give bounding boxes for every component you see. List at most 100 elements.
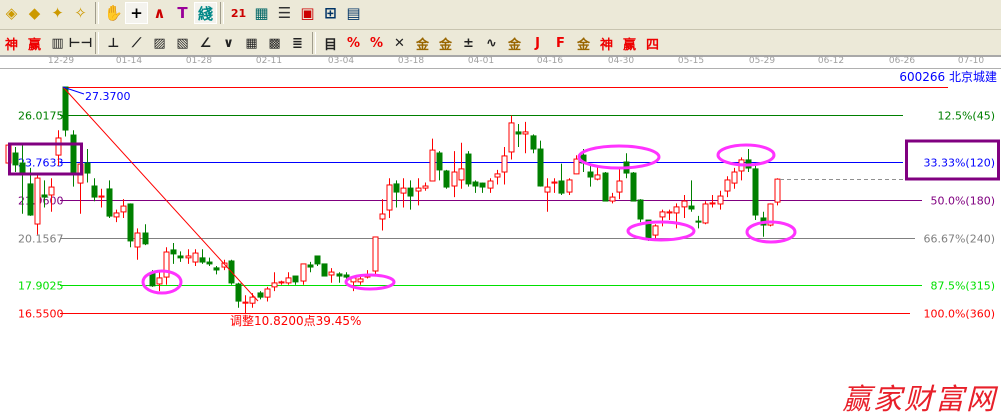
- calendar-icon-button[interactable]: 21: [230, 6, 247, 20]
- draw-tool-10-button[interactable]: ▦: [245, 35, 258, 51]
- highlight-ellipse: [344, 273, 396, 291]
- candle-body: [213, 267, 220, 271]
- candle-body: [659, 211, 666, 218]
- candle: [738, 157, 745, 181]
- date-tick: 12-29: [47, 56, 75, 66]
- draw-tool-24-button[interactable]: 金: [576, 37, 590, 53]
- candle-body: [422, 185, 429, 189]
- candle: [372, 236, 379, 275]
- draw-tool-4-button[interactable]: ⊥: [107, 35, 120, 51]
- candle: [199, 249, 206, 264]
- draw-tool-0-button[interactable]: 神: [4, 37, 18, 53]
- draw-tool-6-button[interactable]: ▨: [153, 35, 166, 51]
- draw-tool-22-button[interactable]: J: [535, 35, 540, 51]
- candle: [213, 266, 220, 275]
- candle: [451, 151, 458, 198]
- candle-body: [156, 277, 163, 285]
- hand-icon-button[interactable]: ✋: [104, 4, 123, 22]
- draw-tool-1-button[interactable]: 赢: [27, 37, 41, 53]
- tp-icon-button[interactable]: T: [177, 4, 188, 22]
- draw-tool-18-button[interactable]: 金: [438, 37, 452, 53]
- candle-body: [163, 251, 170, 278]
- line-draw-icon-button[interactable]: ∧: [153, 4, 166, 22]
- date-tick: 06-26: [888, 56, 916, 66]
- candle-body: [357, 278, 364, 283]
- candle-body: [343, 274, 350, 278]
- draw-tool-15-button[interactable]: %: [369, 35, 384, 51]
- diamond-cross-icon-button[interactable]: ✦: [51, 4, 64, 22]
- draw-tool-9-button[interactable]: ∨: [223, 35, 234, 51]
- draw-tool-17-button[interactable]: 金: [415, 37, 429, 53]
- candle: [623, 153, 630, 179]
- fib-price-label: 21.9600: [18, 195, 64, 208]
- candle-body: [127, 203, 134, 242]
- draw-tool-23-button[interactable]: F: [556, 35, 565, 51]
- computer-icon-button[interactable]: ▤: [346, 4, 361, 22]
- draw-tool-27-button[interactable]: 四: [645, 37, 659, 53]
- candle: [407, 180, 414, 210]
- candle-body: [5, 144, 12, 164]
- candle: [156, 270, 163, 292]
- date-tick: 03-04: [327, 56, 355, 66]
- draw-tool-3-button[interactable]: ⊢⊣: [68, 35, 93, 51]
- notes-icon-button[interactable]: ☰: [277, 4, 292, 22]
- candle-body: [637, 199, 644, 220]
- diamond-expand-icon-button[interactable]: ✧: [74, 4, 87, 22]
- draw-tool-26-button[interactable]: 赢: [622, 37, 636, 53]
- candle-body: [185, 255, 192, 259]
- candle-body: [264, 288, 271, 298]
- highlight-box: [905, 139, 1000, 181]
- candle-body: [695, 220, 702, 223]
- fib-price-label: 20.1567: [18, 233, 64, 246]
- highlight-ellipse: [577, 144, 661, 170]
- candle-body: [630, 172, 637, 202]
- candle: [717, 190, 724, 210]
- candle: [508, 115, 515, 160]
- candle: [666, 209, 673, 221]
- network-icon-button[interactable]: ⊞: [324, 4, 337, 22]
- crosshair-icon-button[interactable]: +: [125, 2, 148, 24]
- candle-body: [386, 184, 393, 211]
- toolbar-drawing: 神赢 ▥ ⊢⊣ ⊥ ⟋ ▨ ▧ ∠ ∨ ▦ ▩ ≣ 目%% ✕ 金金 ± ∿ 金 J F 金神赢四: [0, 30, 1001, 57]
- candle: [343, 272, 350, 281]
- candle: [731, 167, 738, 189]
- pattern-icon-button[interactable]: 綫: [194, 2, 217, 24]
- candle: [544, 178, 551, 212]
- candle-body: [407, 187, 414, 197]
- draw-tool-7-button[interactable]: ▧: [176, 35, 189, 51]
- candle: [673, 203, 680, 229]
- candle-body: [731, 171, 738, 184]
- diamond-arrows-icon-button[interactable]: ◈: [5, 4, 18, 22]
- candle: [48, 178, 55, 212]
- candle-body: [451, 171, 458, 187]
- save-icon-button[interactable]: ▣: [300, 4, 315, 22]
- candle: [235, 282, 242, 308]
- draw-tool-8-button[interactable]: ∠: [199, 35, 212, 51]
- candle: [271, 272, 278, 292]
- candle-body: [106, 188, 113, 217]
- calculator-icon-button[interactable]: ▦: [254, 4, 269, 22]
- candle: [537, 140, 544, 187]
- draw-tool-14-button[interactable]: %: [346, 35, 361, 51]
- candle: [573, 155, 580, 175]
- draw-tool-20-button[interactable]: ∿: [486, 35, 497, 51]
- diamond-shrink-icon-button[interactable]: ◆: [28, 4, 41, 22]
- candle-body: [551, 181, 558, 184]
- candle-body: [458, 168, 465, 181]
- candle-body: [142, 232, 149, 245]
- draw-tool-13-button[interactable]: 目: [323, 37, 337, 53]
- draw-tool-21-button[interactable]: 金: [507, 37, 521, 53]
- candle: [422, 182, 429, 191]
- draw-tool-12-button[interactable]: ≣: [292, 35, 303, 51]
- draw-tool-25-button[interactable]: 神: [599, 37, 613, 53]
- candle-body: [242, 301, 249, 304]
- draw-tool-19-button[interactable]: ±: [463, 35, 474, 51]
- candle-body: [70, 134, 77, 174]
- draw-tool-2-button[interactable]: ▥: [51, 35, 64, 51]
- candle-body: [98, 195, 105, 198]
- draw-tool-16-button[interactable]: ✕: [394, 35, 405, 51]
- draw-tool-5-button[interactable]: ⟋: [131, 35, 142, 51]
- date-tick: 04-16: [536, 56, 564, 66]
- candle-body: [436, 152, 443, 171]
- draw-tool-11-button[interactable]: ▩: [268, 35, 281, 51]
